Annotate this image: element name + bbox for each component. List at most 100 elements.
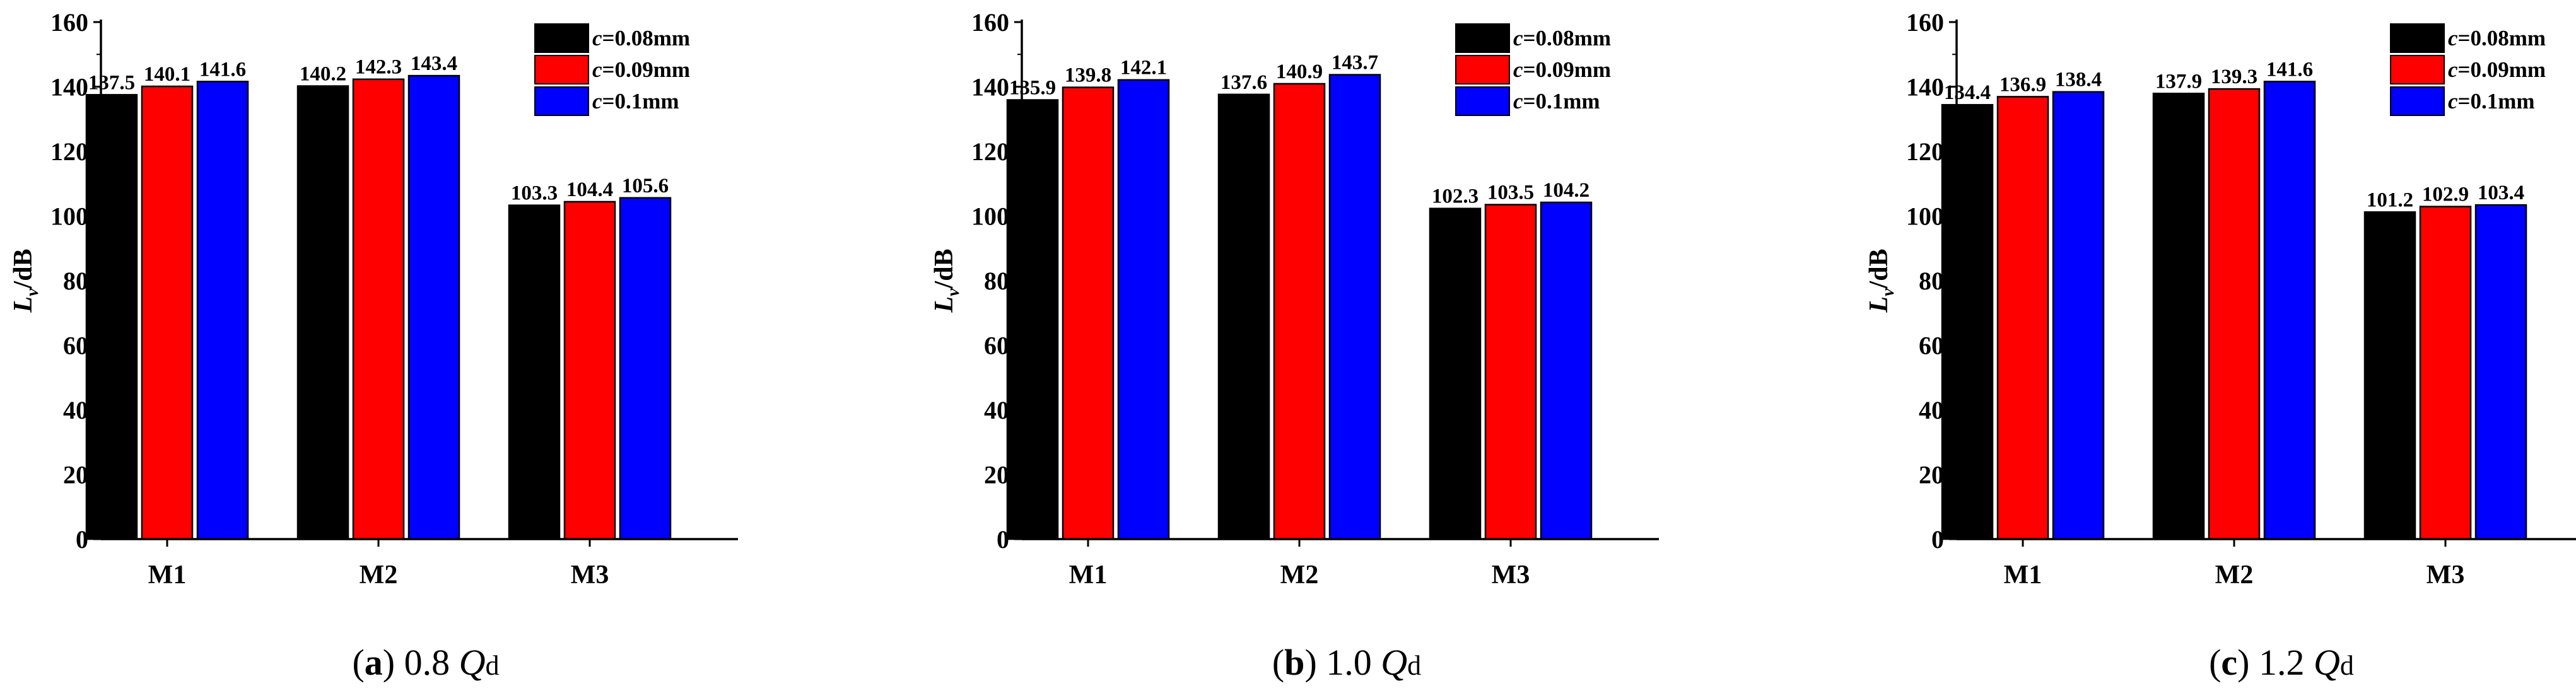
x-category-label: M1 bbox=[2004, 561, 2042, 590]
legend-var: c bbox=[2448, 26, 2458, 50]
bar-value-label: 139.8 bbox=[1065, 64, 1111, 87]
caption-paren-close: ) bbox=[2237, 642, 2259, 683]
y-axis-title-unit: /dB bbox=[1865, 248, 1894, 289]
bar-m2-series-1 bbox=[296, 85, 349, 540]
bar-value-label: 140.2 bbox=[300, 62, 346, 85]
y-tick-label: 60 bbox=[1919, 332, 1944, 360]
bar-value-label: 134.4 bbox=[1944, 81, 1991, 104]
bar-m3-series-3 bbox=[2474, 204, 2527, 540]
chart-panel-c: 0 20 40 60 80 100 120 140 160 Lv/dB 134.4 136.9 138.… bbox=[1865, 8, 2576, 683]
y-tick-label: 80 bbox=[1919, 267, 1944, 295]
legend-var: c bbox=[1513, 57, 1523, 82]
legend-value: =0.08mm bbox=[602, 26, 691, 50]
y-tick-label: 20 bbox=[63, 461, 88, 489]
legend-entry-2: c=0.09mm bbox=[592, 57, 690, 82]
bar-value-label: 137.6 bbox=[1221, 71, 1267, 94]
bar-value-label: 139.3 bbox=[2211, 66, 2257, 88]
legend-value: =0.08mm bbox=[1523, 26, 1612, 50]
chart-panel-b: 0 20 40 60 80 100 120 140 160 Lv/dB 135.9 139.8 142.… bbox=[930, 8, 1659, 683]
y-tick-label: 120 bbox=[971, 137, 1009, 166]
caption-value: 0.8 bbox=[404, 642, 459, 683]
caption-var: Q bbox=[2314, 642, 2340, 683]
y-tick-label: 0 bbox=[997, 525, 1009, 554]
y-axis-title-var: L bbox=[1865, 296, 1894, 313]
x-category-label: M2 bbox=[2215, 561, 2254, 590]
legend-swatch-3 bbox=[1455, 86, 1510, 116]
bar-m2-series-2 bbox=[352, 78, 405, 540]
legend-entry-2: c=0.09mm bbox=[1513, 57, 1611, 82]
bar-m1-series-1 bbox=[85, 94, 138, 540]
legend-value: =0.09mm bbox=[1523, 57, 1612, 82]
y-tick-label: 0 bbox=[1931, 525, 1944, 554]
legend-swatch-2 bbox=[1455, 55, 1510, 84]
legend-swatch-1 bbox=[2390, 23, 2445, 53]
legend-swatch-2 bbox=[2390, 55, 2445, 84]
x-category-label: M3 bbox=[2427, 561, 2465, 590]
y-axis-title: Lv/dB bbox=[9, 248, 42, 313]
y-axis-title-var: L bbox=[9, 296, 38, 313]
y-tick-label: 100 bbox=[971, 202, 1009, 231]
y-tick-label: 160 bbox=[971, 8, 1009, 37]
x-category-label: M2 bbox=[360, 561, 398, 590]
legend-var: c bbox=[1513, 26, 1523, 50]
y-tick-label: 140 bbox=[1906, 73, 1944, 102]
legend-var: c bbox=[2448, 89, 2458, 113]
caption-letter: b bbox=[1284, 642, 1304, 683]
bar-m3-series-3 bbox=[619, 197, 672, 540]
legend-value: =0.08mm bbox=[2458, 26, 2546, 50]
bar-m3-series-1 bbox=[508, 204, 561, 540]
bar-value-label: 142.1 bbox=[1120, 57, 1167, 79]
bar-value-label: 103.5 bbox=[1487, 182, 1534, 204]
bar-m1-series-1 bbox=[1941, 103, 1994, 540]
bar-value-label: 105.6 bbox=[622, 175, 669, 197]
bar-value-label: 104.4 bbox=[566, 178, 613, 201]
y-tick-label: 40 bbox=[63, 396, 88, 424]
bar-m3-series-2 bbox=[563, 201, 616, 540]
y-tick-label: 20 bbox=[984, 461, 1009, 489]
y-tick-label: 100 bbox=[1906, 202, 1944, 231]
bar-value-label: 102.9 bbox=[2422, 183, 2469, 206]
caption-sub: d bbox=[1407, 650, 1421, 681]
y-axis-title-unit: /dB bbox=[9, 248, 38, 289]
bar-value-label: 137.9 bbox=[2155, 70, 2202, 93]
bar-value-label: 136.9 bbox=[1999, 73, 2046, 96]
y-tick-label: 100 bbox=[50, 202, 88, 231]
bar-m2-series-2 bbox=[1273, 83, 1326, 540]
legend-entry-2: c=0.09mm bbox=[2448, 57, 2546, 82]
legend-swatch-1 bbox=[1455, 23, 1510, 53]
bar-m1-series-3 bbox=[1117, 79, 1170, 540]
y-axis-title-sub: v bbox=[23, 288, 42, 296]
y-tick-label: 160 bbox=[1906, 8, 1944, 37]
bar-m2-series-1 bbox=[1217, 93, 1270, 540]
y-tick-label: 140 bbox=[971, 73, 1009, 102]
caption-var: Q bbox=[459, 642, 486, 683]
panel-caption: (a) 0.8 Qd bbox=[352, 642, 499, 683]
legend-value: =0.1mm bbox=[602, 89, 679, 113]
bar-m3-series-3 bbox=[1540, 201, 1593, 540]
legend-entry-1: c=0.08mm bbox=[1513, 26, 1611, 50]
caption-paren-close: ) bbox=[1304, 642, 1326, 683]
bar-value-label: 104.2 bbox=[1543, 179, 1590, 202]
bar-m3-series-1 bbox=[1429, 207, 1482, 540]
caption-sub: d bbox=[486, 650, 500, 681]
y-tick-label: 140 bbox=[50, 73, 88, 102]
bar-m1-series-1 bbox=[1006, 99, 1059, 540]
caption-paren-open: ( bbox=[2209, 642, 2221, 683]
y-axis-title-var: L bbox=[930, 296, 959, 313]
legend-swatch-3 bbox=[2390, 86, 2445, 116]
bar-m3-series-2 bbox=[1484, 204, 1537, 540]
caption-letter: a bbox=[365, 642, 383, 683]
y-tick-label: 0 bbox=[76, 525, 88, 554]
caption-paren-close: ) bbox=[383, 642, 404, 683]
bar-value-label: 140.9 bbox=[1276, 61, 1323, 83]
bar-value-label: 138.4 bbox=[2055, 69, 2102, 91]
bar-value-label: 102.3 bbox=[1432, 185, 1478, 208]
legend-value: =0.09mm bbox=[2458, 57, 2546, 82]
panel-caption: (b) 1.0 Qd bbox=[1272, 642, 1421, 683]
caption-var: Q bbox=[1381, 642, 1407, 683]
legend-entry-1: c=0.08mm bbox=[2448, 26, 2546, 50]
legend-value: =0.1mm bbox=[1523, 89, 1600, 113]
